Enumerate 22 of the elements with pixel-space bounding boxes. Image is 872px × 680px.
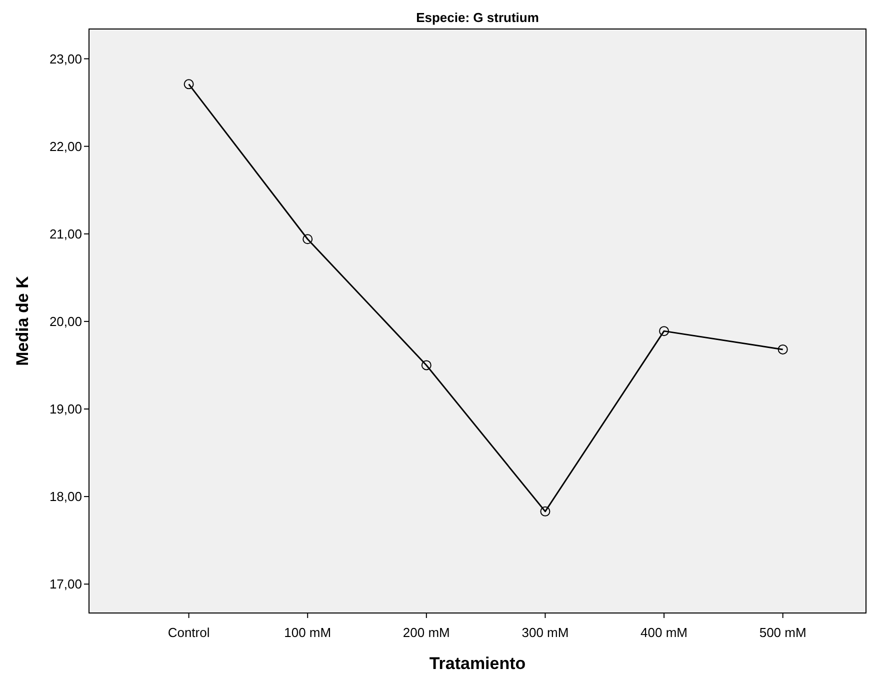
point xyxy=(302,234,313,244)
y-tick-label: 19,00 xyxy=(49,402,82,417)
x-axis-title: Tratamiento xyxy=(429,654,526,673)
y-tick-label: 22,00 xyxy=(49,138,82,154)
x-tick-label: 300 mM xyxy=(522,625,569,640)
y-tick-label: 23,00 xyxy=(49,51,82,66)
point xyxy=(659,326,670,336)
point xyxy=(778,344,788,354)
x-tick-label: 500 mM xyxy=(759,625,806,640)
y-tick-label: 18,00 xyxy=(49,489,82,504)
y-tick-label: 17,00 xyxy=(49,576,82,592)
point xyxy=(184,79,194,90)
y-tick-label: 20,00 xyxy=(49,314,82,329)
x-tick-label: 100 mM xyxy=(284,625,332,640)
x-tick-label: 200 mM xyxy=(402,625,450,640)
point xyxy=(540,506,550,516)
y-tick-label: 21,00 xyxy=(49,226,82,242)
x-tick-label: Control xyxy=(168,625,210,640)
y-axis-title: Media de K xyxy=(13,275,32,366)
chart-title: Especie: G strutium xyxy=(416,10,539,25)
x-tick-label: 400 mM xyxy=(640,625,688,640)
point xyxy=(421,360,432,370)
